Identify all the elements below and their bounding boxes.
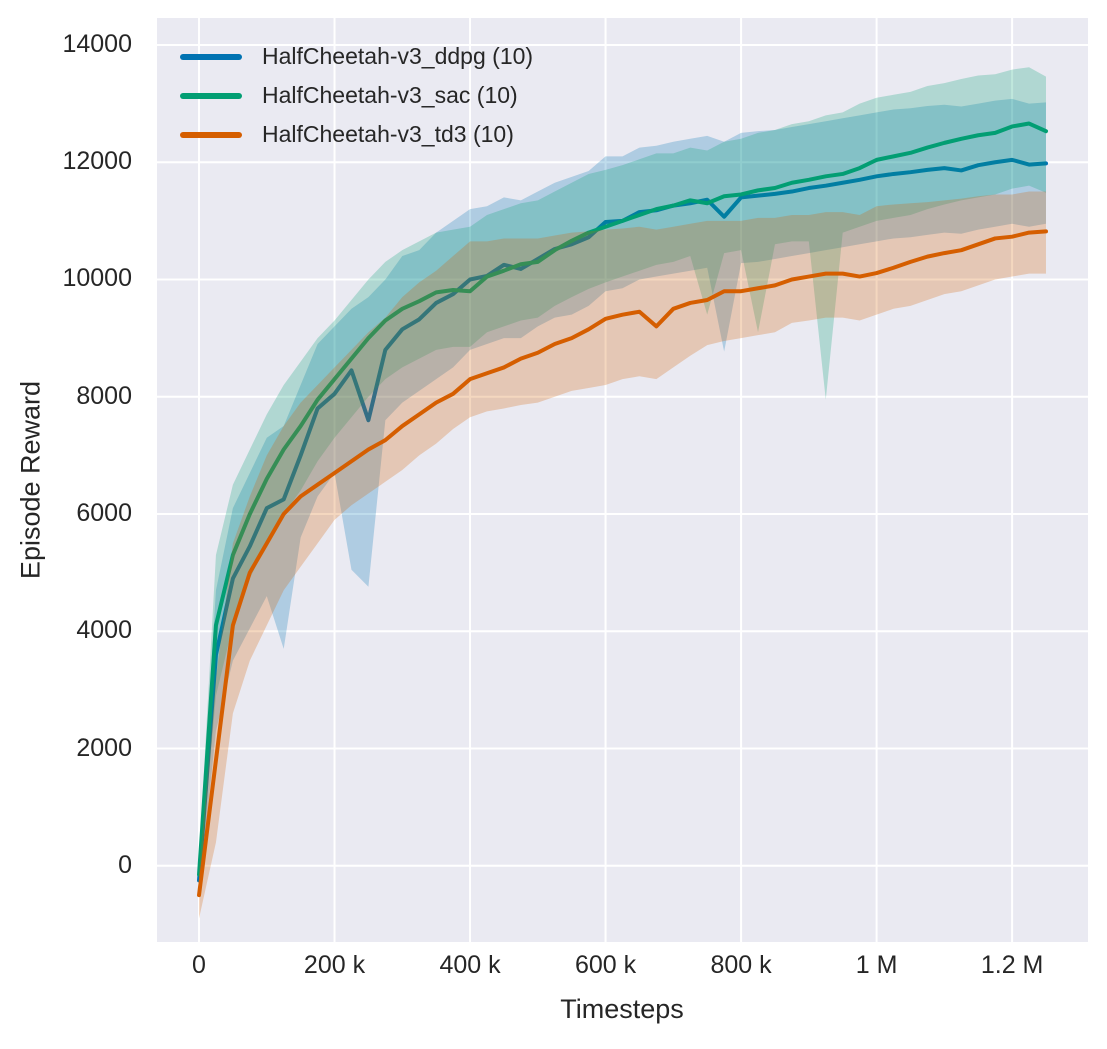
legend-line-swatch <box>180 53 242 60</box>
x-tick-label: 0 <box>192 951 206 979</box>
y-tick-label: 2000 <box>76 733 132 762</box>
x-tick-label: 400 k <box>439 951 501 979</box>
x-tick-label: 600 k <box>574 951 637 979</box>
series-line-2 <box>197 229 1048 898</box>
x-tick-label: 1.2 M <box>980 951 1044 979</box>
legend-label: HalfCheetah-v3_sac (10) <box>262 82 518 108</box>
y-tick-label: 10000 <box>62 264 132 293</box>
y-tick-label: 8000 <box>76 381 132 410</box>
plot-area <box>157 18 1088 942</box>
series-band-2 <box>199 191 1046 919</box>
legend: HalfCheetah-v3_ddpg (10) HalfCheetah-v3_s… <box>180 37 533 154</box>
legend-label: HalfCheetah-v3_td3 (10) <box>262 121 514 147</box>
y-tick-label: 0 <box>118 850 132 879</box>
x-tick-label: 1 M <box>855 951 898 979</box>
y-tick-label: 14000 <box>62 29 132 58</box>
legend-line-swatch <box>180 92 242 99</box>
legend-item-2: HalfCheetah-v3_td3 (10) <box>180 115 533 154</box>
series-line-1 <box>197 121 1048 877</box>
y-tick-label: 4000 <box>76 616 132 645</box>
y-tick-label: 6000 <box>76 498 132 527</box>
x-tick-label: 800 k <box>710 951 772 979</box>
series-band-0 <box>199 98 1046 896</box>
y-tick-label: 12000 <box>62 147 132 176</box>
legend-label: HalfCheetah-v3_ddpg (10) <box>262 43 534 69</box>
x-tick-label: 200 k <box>303 951 366 979</box>
legend-item-0: HalfCheetah-v3_ddpg (10) <box>180 37 533 76</box>
y-axis-label: Episode Reward <box>15 380 46 580</box>
legend-line-swatch <box>180 131 242 138</box>
x-axis-label: Timesteps <box>560 994 684 1024</box>
legend-item-1: HalfCheetah-v3_sac (10) <box>180 76 533 115</box>
